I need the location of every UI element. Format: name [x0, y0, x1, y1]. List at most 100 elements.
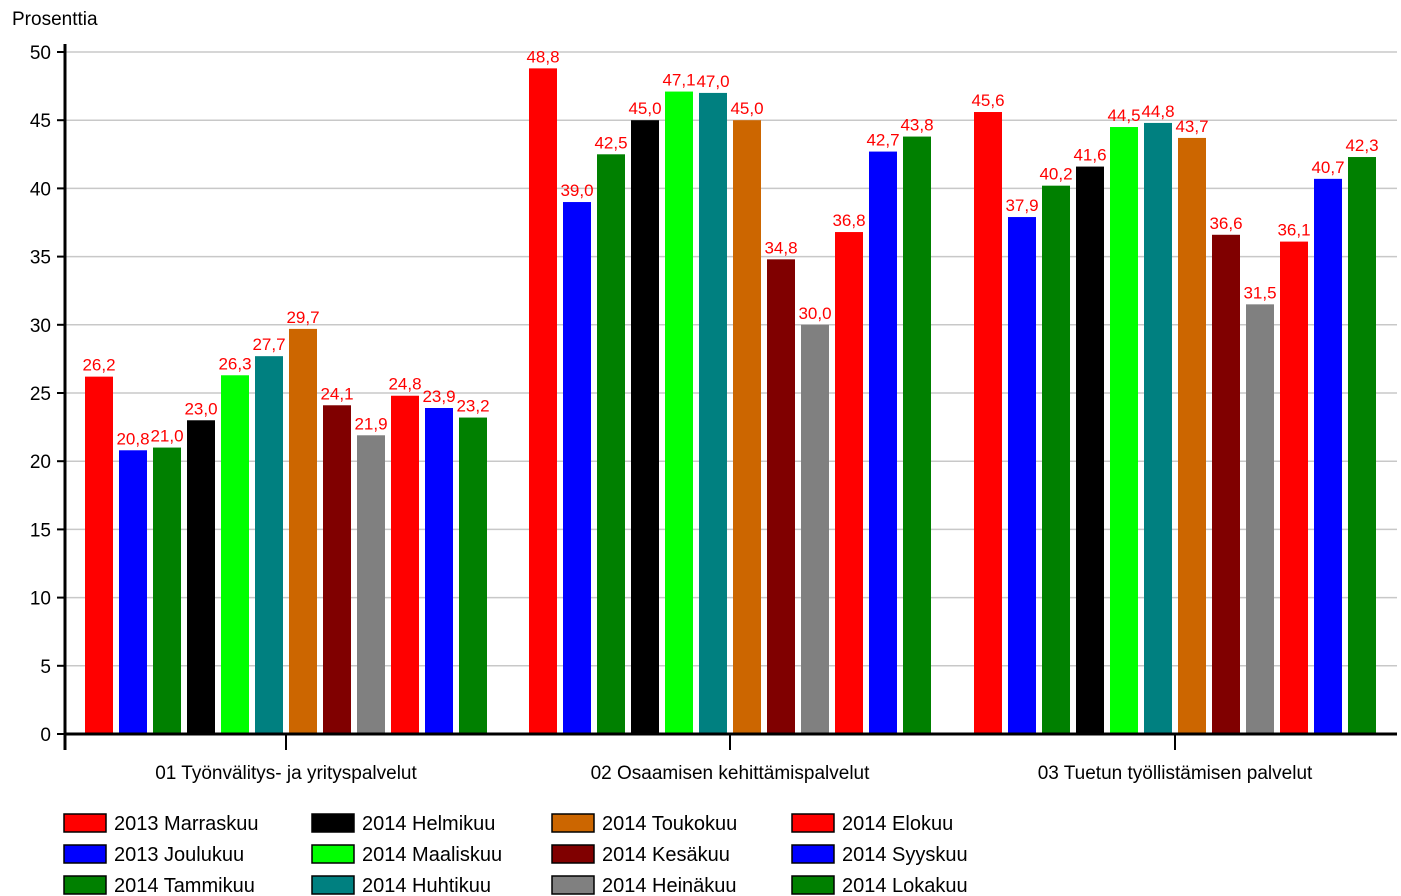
legend-swatch — [551, 844, 595, 864]
x-tick-label: 01 Työnvälitys- ja yrityspalvelut — [155, 763, 417, 784]
data-label: 40,7 — [1311, 158, 1344, 177]
bar — [289, 328, 317, 734]
bar — [119, 450, 147, 734]
bar — [869, 151, 897, 734]
x-axis: 01 Työnvälitys- ja yrityspalvelut 02 Osaa… — [65, 732, 1397, 784]
data-label: 34,8 — [764, 238, 797, 257]
gridlines — [65, 51, 1397, 667]
y-tick-label: 5 — [40, 657, 51, 678]
legend-label: 2013 Joulukuu — [114, 844, 244, 866]
bar — [597, 154, 625, 735]
data-label: 39,0 — [560, 181, 593, 200]
data-labels: 26,2 48,8 45,6 20,8 39,0 37,9 21,0 42,5 40,2 23,0… — [82, 47, 1378, 448]
data-label: 45,0 — [628, 99, 661, 118]
bar — [187, 420, 215, 734]
legend-swatch — [791, 813, 835, 833]
data-label: 29,7 — [286, 308, 319, 327]
bar — [1348, 157, 1376, 734]
legend-label: 2014 Maaliskuu — [362, 844, 502, 866]
bar — [153, 447, 181, 734]
legend-label: 2014 Helmikuu — [362, 813, 495, 835]
data-label: 23,0 — [184, 399, 217, 418]
bar — [1178, 137, 1206, 734]
data-label: 37,9 — [1005, 196, 1038, 215]
legend-label: 2014 Syyskuu — [842, 844, 968, 866]
data-label: 20,8 — [116, 429, 149, 448]
data-label: 30,0 — [798, 304, 831, 323]
bar — [1144, 122, 1172, 735]
bar — [903, 136, 931, 734]
data-label: 42,7 — [866, 131, 899, 150]
data-label: 47,0 — [696, 72, 729, 91]
legend-swatch — [311, 813, 355, 833]
data-label: 40,2 — [1039, 165, 1072, 184]
bar — [974, 112, 1002, 735]
bar — [529, 68, 557, 735]
data-label: 42,3 — [1345, 136, 1378, 155]
data-label: 43,8 — [900, 116, 933, 135]
bar — [1042, 185, 1070, 734]
data-label: 36,8 — [832, 211, 865, 230]
bar — [1246, 304, 1274, 734]
legend-label: 2014 Lokakuu — [842, 875, 968, 896]
bar — [767, 259, 795, 734]
y-tick-label: 0 — [40, 725, 51, 746]
data-label: 45,6 — [971, 91, 1004, 110]
bar — [391, 395, 419, 734]
bar — [323, 405, 351, 734]
bar — [1076, 166, 1104, 735]
legend-swatch — [551, 875, 595, 895]
bars — [85, 68, 1376, 735]
data-label: 24,8 — [388, 375, 421, 394]
data-label: 47,1 — [662, 71, 695, 90]
legend-swatch — [551, 813, 595, 833]
y-axis-title: Prosenttia — [12, 9, 98, 30]
data-label: 23,9 — [422, 387, 455, 406]
legend-label: 2014 Toukokuu — [602, 813, 737, 835]
data-label: 31,5 — [1243, 283, 1276, 302]
x-tick-label: 02 Osaamisen kehittämispalvelut — [591, 763, 871, 784]
legend-label: 2014 Elokuu — [842, 813, 953, 835]
data-label: 21,9 — [354, 414, 387, 433]
data-label: 21,0 — [150, 427, 183, 446]
y-axis: 0 5 10 15 20 25 30 35 40 45 50 — [30, 43, 67, 750]
y-tick-label: 30 — [30, 316, 51, 337]
legend-swatch — [791, 844, 835, 864]
bar — [801, 324, 829, 734]
bar — [1008, 217, 1036, 734]
bar — [665, 91, 693, 734]
legend-swatch — [311, 844, 355, 864]
y-tick-label: 25 — [30, 384, 51, 405]
legend-label: 2013 Marraskuu — [114, 813, 259, 835]
bar — [1110, 127, 1138, 734]
bar — [425, 408, 453, 734]
data-label: 43,7 — [1175, 117, 1208, 136]
bar — [1280, 241, 1308, 734]
bar — [1212, 234, 1240, 734]
data-label: 27,7 — [252, 335, 285, 354]
y-tick-label: 45 — [30, 111, 51, 132]
legend-swatch — [63, 813, 107, 833]
y-tick-label: 40 — [30, 179, 51, 200]
bar — [1314, 178, 1342, 735]
legend-swatch — [311, 875, 355, 895]
data-label: 36,1 — [1277, 221, 1310, 240]
data-label: 48,8 — [526, 47, 559, 66]
bar — [221, 375, 249, 734]
y-tick-label: 15 — [30, 520, 51, 541]
data-label: 41,6 — [1073, 146, 1106, 165]
data-label: 42,5 — [594, 133, 627, 152]
bar — [357, 435, 385, 734]
legend-swatch — [791, 875, 835, 895]
data-label: 24,1 — [320, 384, 353, 403]
bar — [733, 120, 761, 734]
data-label: 23,2 — [456, 397, 489, 416]
legend-label: 2014 Heinäkuu — [602, 875, 737, 896]
data-label: 45,0 — [730, 99, 763, 118]
data-label: 44,5 — [1107, 106, 1140, 125]
data-label: 26,2 — [82, 356, 115, 375]
bar — [459, 417, 487, 734]
bar — [85, 376, 113, 734]
